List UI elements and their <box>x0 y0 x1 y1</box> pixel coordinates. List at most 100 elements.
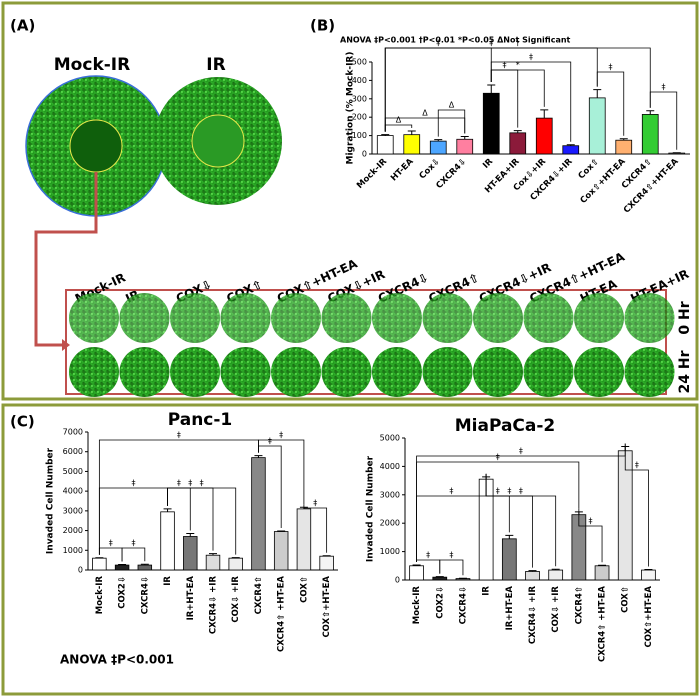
error-bar <box>505 534 514 539</box>
error-bar <box>566 144 575 146</box>
panel-label: (C) <box>10 413 35 431</box>
x-tick-label: COX⇧ <box>621 586 631 613</box>
error-bar <box>231 557 240 559</box>
y-tick-label: 3000 <box>380 490 400 499</box>
panel-label: (A) <box>10 17 35 35</box>
plate-well <box>170 293 220 343</box>
significance-bracket <box>490 61 572 142</box>
plate-well <box>220 293 271 343</box>
significance-mark: ‡ <box>519 447 523 456</box>
significance-mark: ‡ <box>188 479 192 488</box>
error-bar <box>434 139 443 142</box>
y-tick-label: 400 <box>352 76 367 85</box>
bar <box>376 135 394 155</box>
bar <box>183 536 198 571</box>
bar <box>594 565 610 581</box>
significance-bracket <box>416 443 626 562</box>
plate-well <box>624 347 675 397</box>
x-tick-label: COX⇧+HT-EA <box>644 586 654 648</box>
bar <box>296 508 312 571</box>
significance-mark: ‡ <box>268 437 272 446</box>
significance-bracket <box>258 439 305 505</box>
panel-frame <box>1 1 699 401</box>
error-bar <box>140 563 149 566</box>
significance-bracket <box>121 547 146 562</box>
plate-well <box>271 293 321 343</box>
x-tick-label: HT-EA <box>389 157 416 184</box>
bar <box>432 576 448 581</box>
bar <box>160 511 175 571</box>
plate-well <box>220 347 271 397</box>
error-bar <box>163 508 172 512</box>
significance-bracket <box>596 71 625 136</box>
x-tick-label: CXCR4⇧ +HT-EA <box>277 576 287 652</box>
significance-mark: ‡ <box>426 551 430 560</box>
plate-well <box>321 293 372 343</box>
significance-mark: ‡ <box>489 39 493 48</box>
significance-mark: Δ <box>449 101 455 110</box>
error-bar <box>460 136 469 140</box>
significance-bracket <box>578 508 603 563</box>
significance-mark: ‡ <box>507 487 511 496</box>
bar <box>525 571 540 581</box>
x-tick-label: COX⇧+HT-EA <box>322 576 332 638</box>
error-bar <box>435 576 444 578</box>
y-tick-label: 5000 <box>380 434 400 443</box>
bar <box>114 564 130 571</box>
plate-well <box>574 347 624 397</box>
significance-mark: ‡ <box>109 539 113 548</box>
significance-mark: ‡ <box>496 453 500 462</box>
significance-mark: Δ <box>396 116 402 125</box>
x-tick-label: CXCR4⇩ +IR <box>209 576 219 635</box>
bar <box>482 92 500 155</box>
y-tick-label: 100 <box>352 131 367 140</box>
x-tick-label: Mock-IR <box>355 157 389 191</box>
significance-bracket <box>624 443 649 567</box>
y-axis-label: Invaded Cell Number <box>366 455 376 562</box>
x-tick-label: Mock-IR <box>95 576 105 615</box>
significance-bracket <box>167 487 237 555</box>
significance-bracket <box>437 109 466 137</box>
y-tick-label: 2000 <box>380 519 400 528</box>
error-bar <box>593 89 602 98</box>
image-label: IR <box>206 55 225 75</box>
significance-bracket <box>485 473 557 567</box>
significance-mark: ‡ <box>529 53 533 62</box>
significance-mark: ‡ <box>436 39 440 48</box>
x-tick-label: Cox⇧ <box>577 157 602 182</box>
bar <box>588 97 606 155</box>
error-bar <box>598 564 607 566</box>
y-tick-label: 5000 <box>63 467 83 476</box>
y-tick-label: 2000 <box>63 526 83 535</box>
y-axis-label: Invaded Cell Number <box>46 447 56 554</box>
significance-mark: ‡ <box>131 539 135 548</box>
y-tick-label: 6000 <box>63 447 83 456</box>
annotation: ANOVA ‡P<0.001 <box>60 653 174 667</box>
error-bar <box>619 138 628 141</box>
significance-mark: ‡ <box>635 461 639 470</box>
plate-well <box>372 347 422 397</box>
x-tick-label: CXCR4⇧ +HT-EA <box>598 586 608 662</box>
image-label: Mock-IR <box>54 55 130 75</box>
error-bar <box>528 570 537 572</box>
x-tick-label: IR <box>481 157 495 171</box>
plate-well <box>473 293 523 343</box>
plate-well <box>624 293 675 343</box>
error-bar <box>644 568 653 571</box>
bar <box>228 557 243 571</box>
bar <box>535 117 553 155</box>
bar <box>562 145 580 155</box>
significance-mark: ‡ <box>177 479 181 488</box>
significance-mark: ‡ <box>503 61 507 70</box>
significance-mark: ‡ <box>519 487 523 496</box>
error-bar <box>646 110 655 115</box>
x-tick-label: Cox⇩ <box>418 157 443 182</box>
significance-bracket <box>98 439 259 555</box>
bar <box>429 140 447 155</box>
error-bar <box>254 455 263 458</box>
plate-well <box>473 347 523 397</box>
y-tick-label: 1000 <box>380 547 400 556</box>
y-tick-label: 0 <box>395 576 400 585</box>
scratch-zone <box>191 114 245 168</box>
